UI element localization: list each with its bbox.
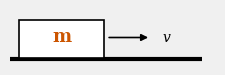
FancyBboxPatch shape xyxy=(19,20,104,58)
Text: v: v xyxy=(161,31,169,44)
Text: m: m xyxy=(52,28,71,46)
